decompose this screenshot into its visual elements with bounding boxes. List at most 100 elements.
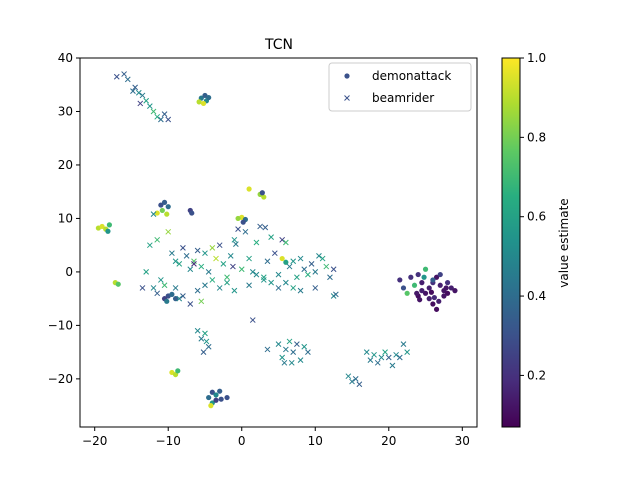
point-beamrider-81 bbox=[268, 279, 275, 286]
point-demonattack-28 bbox=[115, 281, 121, 287]
point-beamrider-94 bbox=[205, 343, 212, 350]
point-demonattack-32 bbox=[209, 389, 215, 395]
point-beamrider-70 bbox=[187, 301, 194, 307]
point-beamrider-55 bbox=[305, 271, 311, 278]
point-beamrider-62 bbox=[330, 266, 337, 273]
point-beamrider-69 bbox=[180, 293, 186, 299]
y-tick-label-10: 10 bbox=[58, 211, 73, 225]
point-demonattack-21 bbox=[259, 190, 265, 196]
point-beamrider-42 bbox=[257, 223, 263, 230]
point-beamrider-29 bbox=[205, 269, 212, 275]
point-beamrider-15 bbox=[150, 211, 157, 218]
colorbar-tick-label-0: 0.2 bbox=[527, 368, 546, 382]
point-beamrider-105 bbox=[301, 343, 308, 350]
point-beamrider-112 bbox=[356, 381, 363, 388]
point-demonattack-55 bbox=[437, 282, 443, 288]
point-beamrider-54 bbox=[301, 266, 308, 273]
point-demonattack-3 bbox=[196, 99, 202, 105]
point-beamrider-89 bbox=[198, 298, 205, 305]
point-beamrider-85 bbox=[297, 287, 304, 294]
y-tick-label--20: −20 bbox=[48, 372, 73, 386]
point-beamrider-117 bbox=[378, 354, 385, 361]
point-demonattack-40 bbox=[213, 397, 219, 403]
point-beamrider-30 bbox=[209, 244, 216, 251]
colorbar-ticks: 0.2 0.4 0.6 0.8 1.0 bbox=[520, 51, 546, 382]
point-beamrider-68 bbox=[176, 295, 183, 302]
point-beamrider-4 bbox=[135, 89, 142, 96]
point-beamrider-50 bbox=[286, 263, 293, 270]
point-demonattack-77 bbox=[414, 290, 420, 296]
point-beamrider-38 bbox=[242, 228, 249, 235]
point-demonattack-9 bbox=[154, 210, 160, 216]
point-beamrider-107 bbox=[288, 359, 295, 366]
point-beamrider-114 bbox=[367, 357, 374, 364]
point-demonattack-46 bbox=[279, 255, 285, 262]
point-beamrider-86 bbox=[312, 285, 319, 291]
legend-marker-beamrider bbox=[344, 95, 350, 101]
point-beamrider-71 bbox=[194, 287, 201, 294]
point-beamrider-41 bbox=[253, 239, 260, 246]
point-beamrider-22 bbox=[176, 261, 183, 267]
point-beamrider-59 bbox=[319, 255, 326, 262]
point-beamrider-93 bbox=[202, 330, 208, 337]
x-axis: −20 −10 0 10 20 30 bbox=[82, 427, 470, 448]
point-beamrider-65 bbox=[158, 277, 164, 283]
point-demonattack-7 bbox=[158, 202, 164, 208]
point-beamrider-83 bbox=[282, 279, 289, 286]
legend-box bbox=[328, 62, 472, 112]
point-beamrider-45 bbox=[268, 234, 275, 241]
point-beamrider-57 bbox=[312, 269, 319, 275]
point-beamrider-2 bbox=[124, 76, 131, 83]
point-demonattack-61 bbox=[426, 296, 432, 302]
point-demonattack-34 bbox=[217, 388, 223, 394]
point-beamrider-111 bbox=[352, 376, 359, 382]
point-demonattack-13 bbox=[189, 210, 195, 216]
point-beamrider-1 bbox=[121, 71, 127, 77]
point-beamrider-118 bbox=[382, 349, 388, 355]
point-beamrider-10 bbox=[158, 116, 164, 123]
point-demonattack-63 bbox=[433, 306, 440, 312]
point-beamrider-116 bbox=[374, 359, 381, 366]
point-beamrider-124 bbox=[404, 349, 411, 355]
point-demonattack-47 bbox=[283, 259, 289, 265]
point-beamrider-27 bbox=[198, 263, 205, 270]
point-demonattack-36 bbox=[218, 396, 224, 402]
point-beamrider-58 bbox=[316, 253, 322, 259]
point-demonattack-5 bbox=[206, 94, 212, 101]
colorbar-tick-label-4: 1.0 bbox=[527, 51, 546, 65]
point-beamrider-91 bbox=[194, 327, 201, 334]
legend: demonattack beamrider bbox=[328, 62, 472, 112]
point-beamrider-78 bbox=[246, 282, 252, 289]
point-beamrider-98 bbox=[275, 341, 282, 347]
point-demonattack-58 bbox=[448, 285, 454, 291]
point-beamrider-67 bbox=[172, 285, 179, 291]
point-beamrider-16 bbox=[146, 242, 153, 249]
point-demonattack-30 bbox=[172, 371, 179, 378]
x-tick-label-10: 10 bbox=[308, 434, 323, 448]
point-demonattack-65 bbox=[419, 288, 425, 294]
point-beamrider-108 bbox=[281, 359, 288, 366]
y-tick-label-30: 30 bbox=[58, 104, 73, 118]
point-beamrider-72 bbox=[202, 282, 208, 289]
point-demonattack-11 bbox=[164, 211, 170, 217]
point-beamrider-76 bbox=[231, 287, 238, 294]
point-demonattack-17 bbox=[240, 219, 246, 225]
legend-label-beamrider: beamrider bbox=[372, 91, 434, 105]
point-beamrider-99 bbox=[279, 354, 286, 361]
point-demonattack-45 bbox=[172, 296, 179, 302]
point-beamrider-61 bbox=[327, 274, 333, 281]
point-beamrider-110 bbox=[349, 378, 355, 385]
point-beamrider-21 bbox=[180, 244, 186, 251]
point-demonattack-69 bbox=[397, 277, 403, 283]
x-tick-label--10: −10 bbox=[156, 434, 181, 448]
point-demonattack-66 bbox=[411, 282, 418, 288]
point-beamrider-14 bbox=[130, 88, 136, 95]
point-demonattack-0 bbox=[198, 95, 204, 101]
point-demonattack-43 bbox=[169, 291, 175, 297]
point-demonattack-39 bbox=[208, 403, 214, 409]
point-beamrider-23 bbox=[183, 253, 190, 259]
point-beamrider-79 bbox=[253, 271, 260, 278]
point-demonattack-68 bbox=[400, 285, 407, 291]
y-tick-label-40: 40 bbox=[58, 51, 73, 65]
